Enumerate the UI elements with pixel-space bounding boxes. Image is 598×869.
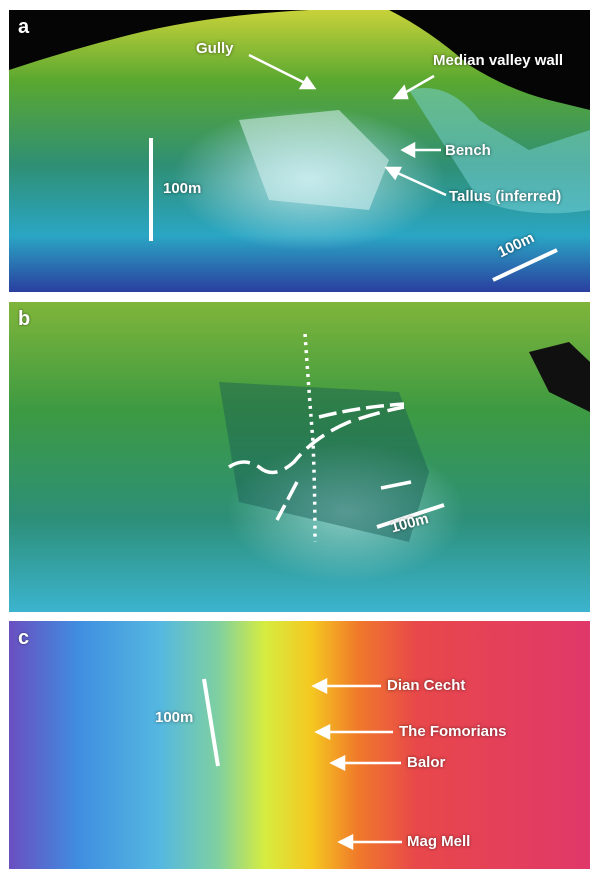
scale-bar-c (202, 678, 220, 767)
panel-c: c Dian Cecht The Fomorians Balor Mag Mel… (9, 621, 590, 869)
dashed-scarp-line (228, 405, 405, 475)
scale-label-c: 100m (155, 709, 194, 726)
annotation-overlay-c (202, 677, 402, 851)
the-fomorians-arrowhead (314, 723, 331, 741)
panel-label-b: b (18, 308, 31, 330)
label-balor: Balor (407, 754, 446, 771)
label-median-valley-wall: Median valley wall (433, 52, 564, 69)
dashed-fault-line (275, 481, 299, 521)
gully-arrow (248, 53, 310, 87)
mag-mell-arrowhead (337, 833, 354, 851)
bathymetry-image-c (9, 621, 590, 869)
gully-arrowhead (298, 75, 317, 90)
tallus-arrow (392, 169, 447, 197)
short-line (380, 480, 412, 490)
label-dian-cecht: Dian Cecht (387, 677, 466, 694)
panel-label-a: a (18, 16, 30, 38)
label-mag-mell: Mag Mell (407, 833, 471, 850)
bathymetry-image-b (9, 302, 590, 612)
panel-label-c: c (18, 627, 30, 649)
vertical-scale-label-a: 100m (163, 180, 202, 197)
horizontal-scale-bar-a (492, 248, 558, 282)
dian-cecht-arrowhead (311, 677, 328, 695)
annotation-overlay-a (149, 53, 558, 282)
panel-a: a Gully Median valley wall Bench Tallus … (9, 10, 590, 292)
median-valley-wall-arrowhead (392, 84, 409, 100)
panel-b: b 100m (9, 302, 590, 612)
scale-bar-b (376, 503, 445, 529)
bench-arrowhead (400, 141, 416, 159)
dashed-scarp-line-upper (318, 402, 405, 419)
dotted-line (303, 333, 317, 543)
tallus-arrowhead (384, 166, 403, 181)
label-tallus: Tallus (inferred) (449, 188, 562, 205)
label-the-fomorians: The Fomorians (399, 723, 507, 740)
label-gully: Gully (196, 40, 234, 57)
bathymetry-image-a (9, 10, 590, 292)
label-bench: Bench (445, 142, 491, 159)
balor-arrowhead (329, 754, 346, 772)
annotation-overlay-b (228, 333, 445, 543)
